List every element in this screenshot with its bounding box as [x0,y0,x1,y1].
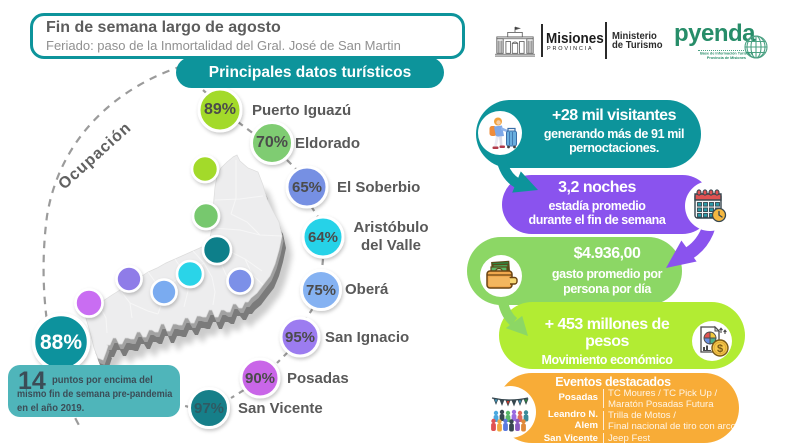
svg-text:$: $ [717,343,723,355]
